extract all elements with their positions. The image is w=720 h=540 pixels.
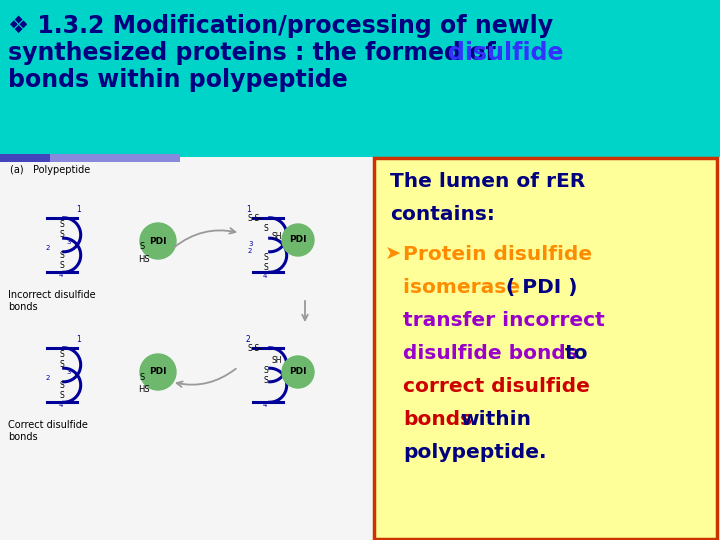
Text: 4: 4 — [59, 272, 63, 278]
FancyBboxPatch shape — [0, 0, 720, 157]
Text: 1: 1 — [246, 205, 251, 214]
Text: bonds within polypeptide: bonds within polypeptide — [8, 68, 348, 92]
Text: S: S — [263, 376, 268, 385]
Text: S: S — [59, 350, 64, 359]
Text: The lumen of rER: The lumen of rER — [390, 172, 585, 191]
Text: transfer incorrect: transfer incorrect — [403, 311, 605, 330]
FancyArrowPatch shape — [176, 369, 236, 387]
Text: PDI: PDI — [149, 237, 167, 246]
Text: S: S — [59, 251, 64, 260]
Text: synthesized proteins : the formed of: synthesized proteins : the formed of — [8, 41, 504, 65]
Text: S: S — [263, 253, 268, 262]
Text: disulfide: disulfide — [448, 41, 564, 65]
Circle shape — [140, 354, 176, 390]
Text: HS: HS — [138, 385, 150, 394]
Text: Incorrect disulfide: Incorrect disulfide — [8, 290, 96, 300]
Text: S: S — [140, 242, 145, 251]
FancyArrowPatch shape — [302, 301, 307, 320]
Text: 1: 1 — [76, 205, 81, 214]
Circle shape — [282, 224, 314, 256]
Text: S: S — [263, 224, 268, 233]
Text: bonds: bonds — [8, 302, 37, 312]
Text: S: S — [140, 373, 145, 382]
Text: PDI: PDI — [289, 368, 307, 376]
Text: 1: 1 — [76, 335, 81, 344]
Text: ( PDI ): ( PDI ) — [506, 278, 577, 297]
Text: Protein disulfide: Protein disulfide — [403, 245, 592, 264]
Text: S: S — [59, 360, 64, 369]
Text: S: S — [263, 263, 268, 272]
Text: 3: 3 — [66, 369, 71, 375]
Text: 2: 2 — [246, 335, 251, 344]
FancyBboxPatch shape — [0, 157, 375, 540]
Text: ❖ 1.3.2 Modification/processing of newly: ❖ 1.3.2 Modification/processing of newly — [8, 14, 553, 38]
Text: disulfide bonds: disulfide bonds — [403, 344, 577, 363]
Text: SH: SH — [271, 232, 282, 241]
Text: HS: HS — [138, 255, 150, 264]
FancyBboxPatch shape — [374, 158, 717, 539]
Text: (a)   Polypeptide: (a) Polypeptide — [10, 165, 90, 175]
Text: 2: 2 — [248, 248, 253, 254]
Text: PDI: PDI — [289, 235, 307, 245]
Text: 4: 4 — [263, 402, 267, 408]
FancyArrowPatch shape — [174, 228, 235, 247]
FancyBboxPatch shape — [0, 154, 50, 162]
Text: polypeptide.: polypeptide. — [403, 443, 546, 462]
Text: correct disulfide: correct disulfide — [403, 377, 590, 396]
Text: within: within — [460, 410, 531, 429]
Text: contains:: contains: — [390, 205, 495, 224]
Text: S: S — [59, 381, 64, 390]
Text: S: S — [59, 230, 64, 239]
Text: S-S-: S-S- — [248, 344, 263, 353]
Circle shape — [282, 356, 314, 388]
Text: 3: 3 — [66, 239, 71, 245]
Text: S-S-: S-S- — [248, 214, 263, 223]
Text: Correct disulfide: Correct disulfide — [8, 420, 88, 430]
Text: 2: 2 — [46, 375, 50, 381]
Text: S: S — [263, 366, 268, 375]
Text: SH: SH — [271, 356, 282, 365]
Text: S: S — [59, 220, 64, 229]
Circle shape — [140, 223, 176, 259]
Text: bonds: bonds — [403, 410, 472, 429]
FancyBboxPatch shape — [50, 154, 180, 162]
Text: isomerase: isomerase — [403, 278, 527, 297]
Text: 4: 4 — [263, 273, 267, 279]
Text: ➤: ➤ — [385, 245, 401, 264]
Text: 3: 3 — [248, 241, 253, 247]
Text: S: S — [59, 261, 64, 270]
Text: 4: 4 — [59, 402, 63, 408]
Text: to: to — [565, 344, 588, 363]
Text: 2: 2 — [46, 245, 50, 251]
Text: PDI: PDI — [149, 368, 167, 376]
Text: S: S — [59, 391, 64, 400]
Text: bonds: bonds — [8, 432, 37, 442]
